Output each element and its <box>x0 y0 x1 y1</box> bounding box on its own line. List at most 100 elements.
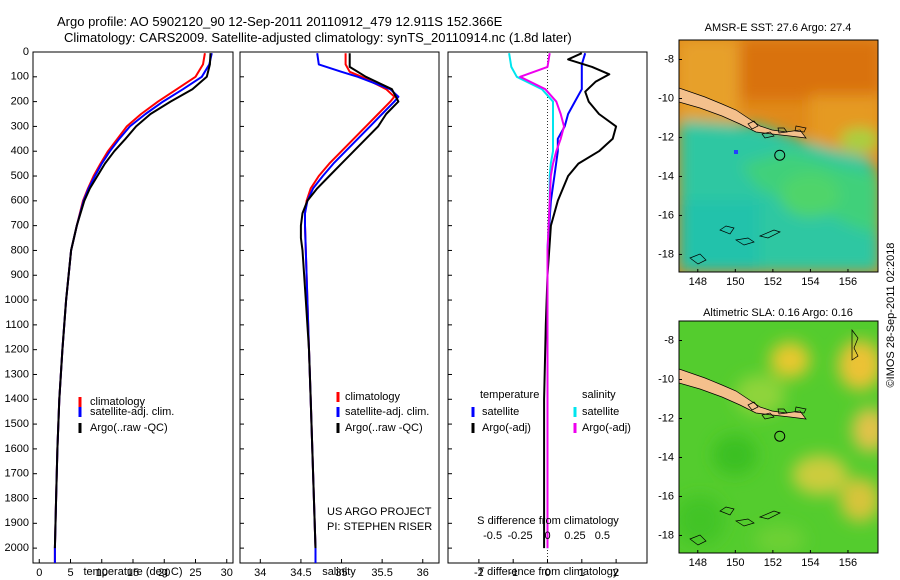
map-x-tick-label: 150 <box>726 276 744 288</box>
map-y-tick-label: -12 <box>658 131 674 143</box>
salinity-series <box>299 53 400 563</box>
sla-map: Altimetric SLA: 0.16 Argo: 0.16 148 150 15… <box>658 307 879 569</box>
legend-label-argo: Argo(..raw -QC) <box>90 422 168 434</box>
x-tick-label: 34.5 <box>290 567 311 579</box>
legend-label-satellite: satellite-adj. clim. <box>90 406 174 418</box>
depth-tick-label: 900 <box>11 269 29 281</box>
salinity-legend: climatology satellite-adj. clim. Argo(..… <box>336 391 429 434</box>
credit-pi: PI: STEPHEN RISER <box>327 521 432 533</box>
map-x-tick-label: 156 <box>839 557 857 569</box>
sla-map-x-ticks: 148 150 152 154 156 <box>689 550 857 569</box>
depth-tick-label: 800 <box>11 244 29 256</box>
x-tick-label: 0 <box>36 567 42 579</box>
x-tick-label: 25 <box>189 567 201 579</box>
sla-land-new-guinea <box>679 368 807 420</box>
temperature-legend: climatology satellite-adj. clim. Argo(..… <box>78 396 174 434</box>
legend-header-temperature: temperature <box>480 389 539 401</box>
map-y-tick-label: -14 <box>658 451 674 463</box>
sst-map-x-ticks: 148 150 152 154 156 <box>689 269 857 288</box>
title-line-1: Argo profile: AO 5902120_90 12-Sep-2011 … <box>57 14 503 29</box>
temperature-panel: 0 5 10 15 20 25 30 0 100 200 300 400 500 600 700 800 90… <box>5 46 452 579</box>
depth-tick-label: 1000 <box>5 294 29 306</box>
sst-map: AMSR-E SST: 27.6 Argo: 27.4 148 150 152 154… <box>658 22 879 288</box>
depth-tick-label: 1500 <box>5 418 29 430</box>
x-tick-label: 2 <box>613 567 619 579</box>
salinity-x-label: salinity <box>322 566 356 578</box>
depth-tick-label: 1700 <box>5 468 29 480</box>
depth-tick-label: 1100 <box>5 319 29 331</box>
t-difference-label: T difference from climatology <box>478 566 619 578</box>
difference-legend: temperature salinity satellite Argo(-adj… <box>471 389 631 434</box>
depth-tick-label: 200 <box>11 96 29 108</box>
series-line-salinity-1 <box>304 53 400 563</box>
depth-tick-label: 300 <box>11 120 29 132</box>
depth-tick-label: 2000 <box>5 542 29 554</box>
s-tick-label: 0.5 <box>595 530 610 542</box>
x-tick-label: 30 <box>221 567 233 579</box>
depth-tick-label: 1900 <box>5 517 29 529</box>
depth-tick-label: 1400 <box>5 393 29 405</box>
series-line-differences-3 <box>519 53 565 549</box>
map-y-tick-label: -10 <box>658 373 674 385</box>
map-x-tick-label: 152 <box>764 557 782 569</box>
depth-tick-label: 1800 <box>5 492 29 504</box>
x-tick-label: 35.5 <box>371 567 392 579</box>
salinity-panel: 34 34.5 35 35.5 36 salinity climatology sate… <box>239 51 440 579</box>
x-tick-label: 5 <box>67 567 73 579</box>
depth-tick-label: 500 <box>11 170 29 182</box>
s-tick-label: -0.25 <box>508 530 533 542</box>
depth-tick-label: 1300 <box>5 368 29 380</box>
map-y-tick-label: -18 <box>658 529 674 541</box>
difference-series <box>508 52 618 549</box>
temperature-x-label: temperature (deg C) <box>83 566 182 578</box>
sst-float-marker <box>774 149 786 161</box>
x-tick-label: 36 <box>417 567 429 579</box>
map-x-tick-label: 150 <box>726 557 744 569</box>
s-difference-label: S difference from climatology <box>477 515 619 527</box>
series-line-differences-1 <box>543 52 618 549</box>
temperature-x-ticks: 0 5 10 15 20 25 30 <box>36 559 233 579</box>
map-y-tick-label: -16 <box>658 209 674 221</box>
map-x-tick-label: 148 <box>689 276 707 288</box>
s-tick-label: 0 <box>544 530 550 542</box>
map-y-tick-label: -12 <box>658 412 674 424</box>
depth-tick-label: 1600 <box>5 443 29 455</box>
x-tick-label: -2 <box>474 567 484 579</box>
legend-label-climatology: climatology <box>90 396 146 408</box>
sla-map-y-ticks: -8 -10 -12 -14 -16 -18 <box>658 334 682 541</box>
s-tick-label: -0.5 <box>483 530 502 542</box>
depth-tick-label: 600 <box>11 195 29 207</box>
series-line-temperature-2 <box>53 53 212 549</box>
depth-tick-label: 700 <box>11 220 29 232</box>
temperature-series <box>53 52 213 563</box>
x-tick-label: 10 <box>96 567 108 579</box>
legend-header-salinity: salinity <box>582 389 616 401</box>
salinity-difference-ticks: -0.5 -0.25 0 0.25 0.5 <box>483 530 610 542</box>
sst-land-new-guinea <box>679 87 807 139</box>
map-x-tick-label: 154 <box>801 276 819 288</box>
sla-map-frame <box>678 320 879 554</box>
x-tick-label: 20 <box>158 567 170 579</box>
map-y-tick-label: -8 <box>664 53 674 65</box>
credit-project: US ARGO PROJECT <box>327 506 432 518</box>
x-tick-label: 0 <box>544 567 550 579</box>
depth-tick-label: 0 <box>23 46 29 58</box>
depth-y-ticks: 0 100 200 300 400 500 600 700 800 900 1000 1100 1200… <box>5 46 452 554</box>
s-tick-label: 0.25 <box>564 530 585 542</box>
difference-x-ticks: -2 -1 0 1 2 <box>474 559 619 579</box>
imos-watermark: ©IMOS 28-Sep-2011 02:2018 <box>885 243 897 388</box>
legend-label-climatology: climatology <box>345 391 401 403</box>
map-y-tick-label: -10 <box>658 92 674 104</box>
legend-label-s-argo: Argo(-adj) <box>582 422 631 434</box>
depth-tick-label: 400 <box>11 145 29 157</box>
map-x-tick-label: 152 <box>764 276 782 288</box>
x-tick-label: -1 <box>508 567 518 579</box>
map-y-tick-label: -16 <box>658 490 674 502</box>
map-x-tick-label: 154 <box>801 557 819 569</box>
series-line-salinity-0 <box>304 53 396 563</box>
map-x-tick-label: 148 <box>689 557 707 569</box>
x-tick-label: 34 <box>254 567 266 579</box>
legend-label-t-satellite: satellite <box>482 406 519 418</box>
salinity-plot-frame <box>239 51 440 564</box>
